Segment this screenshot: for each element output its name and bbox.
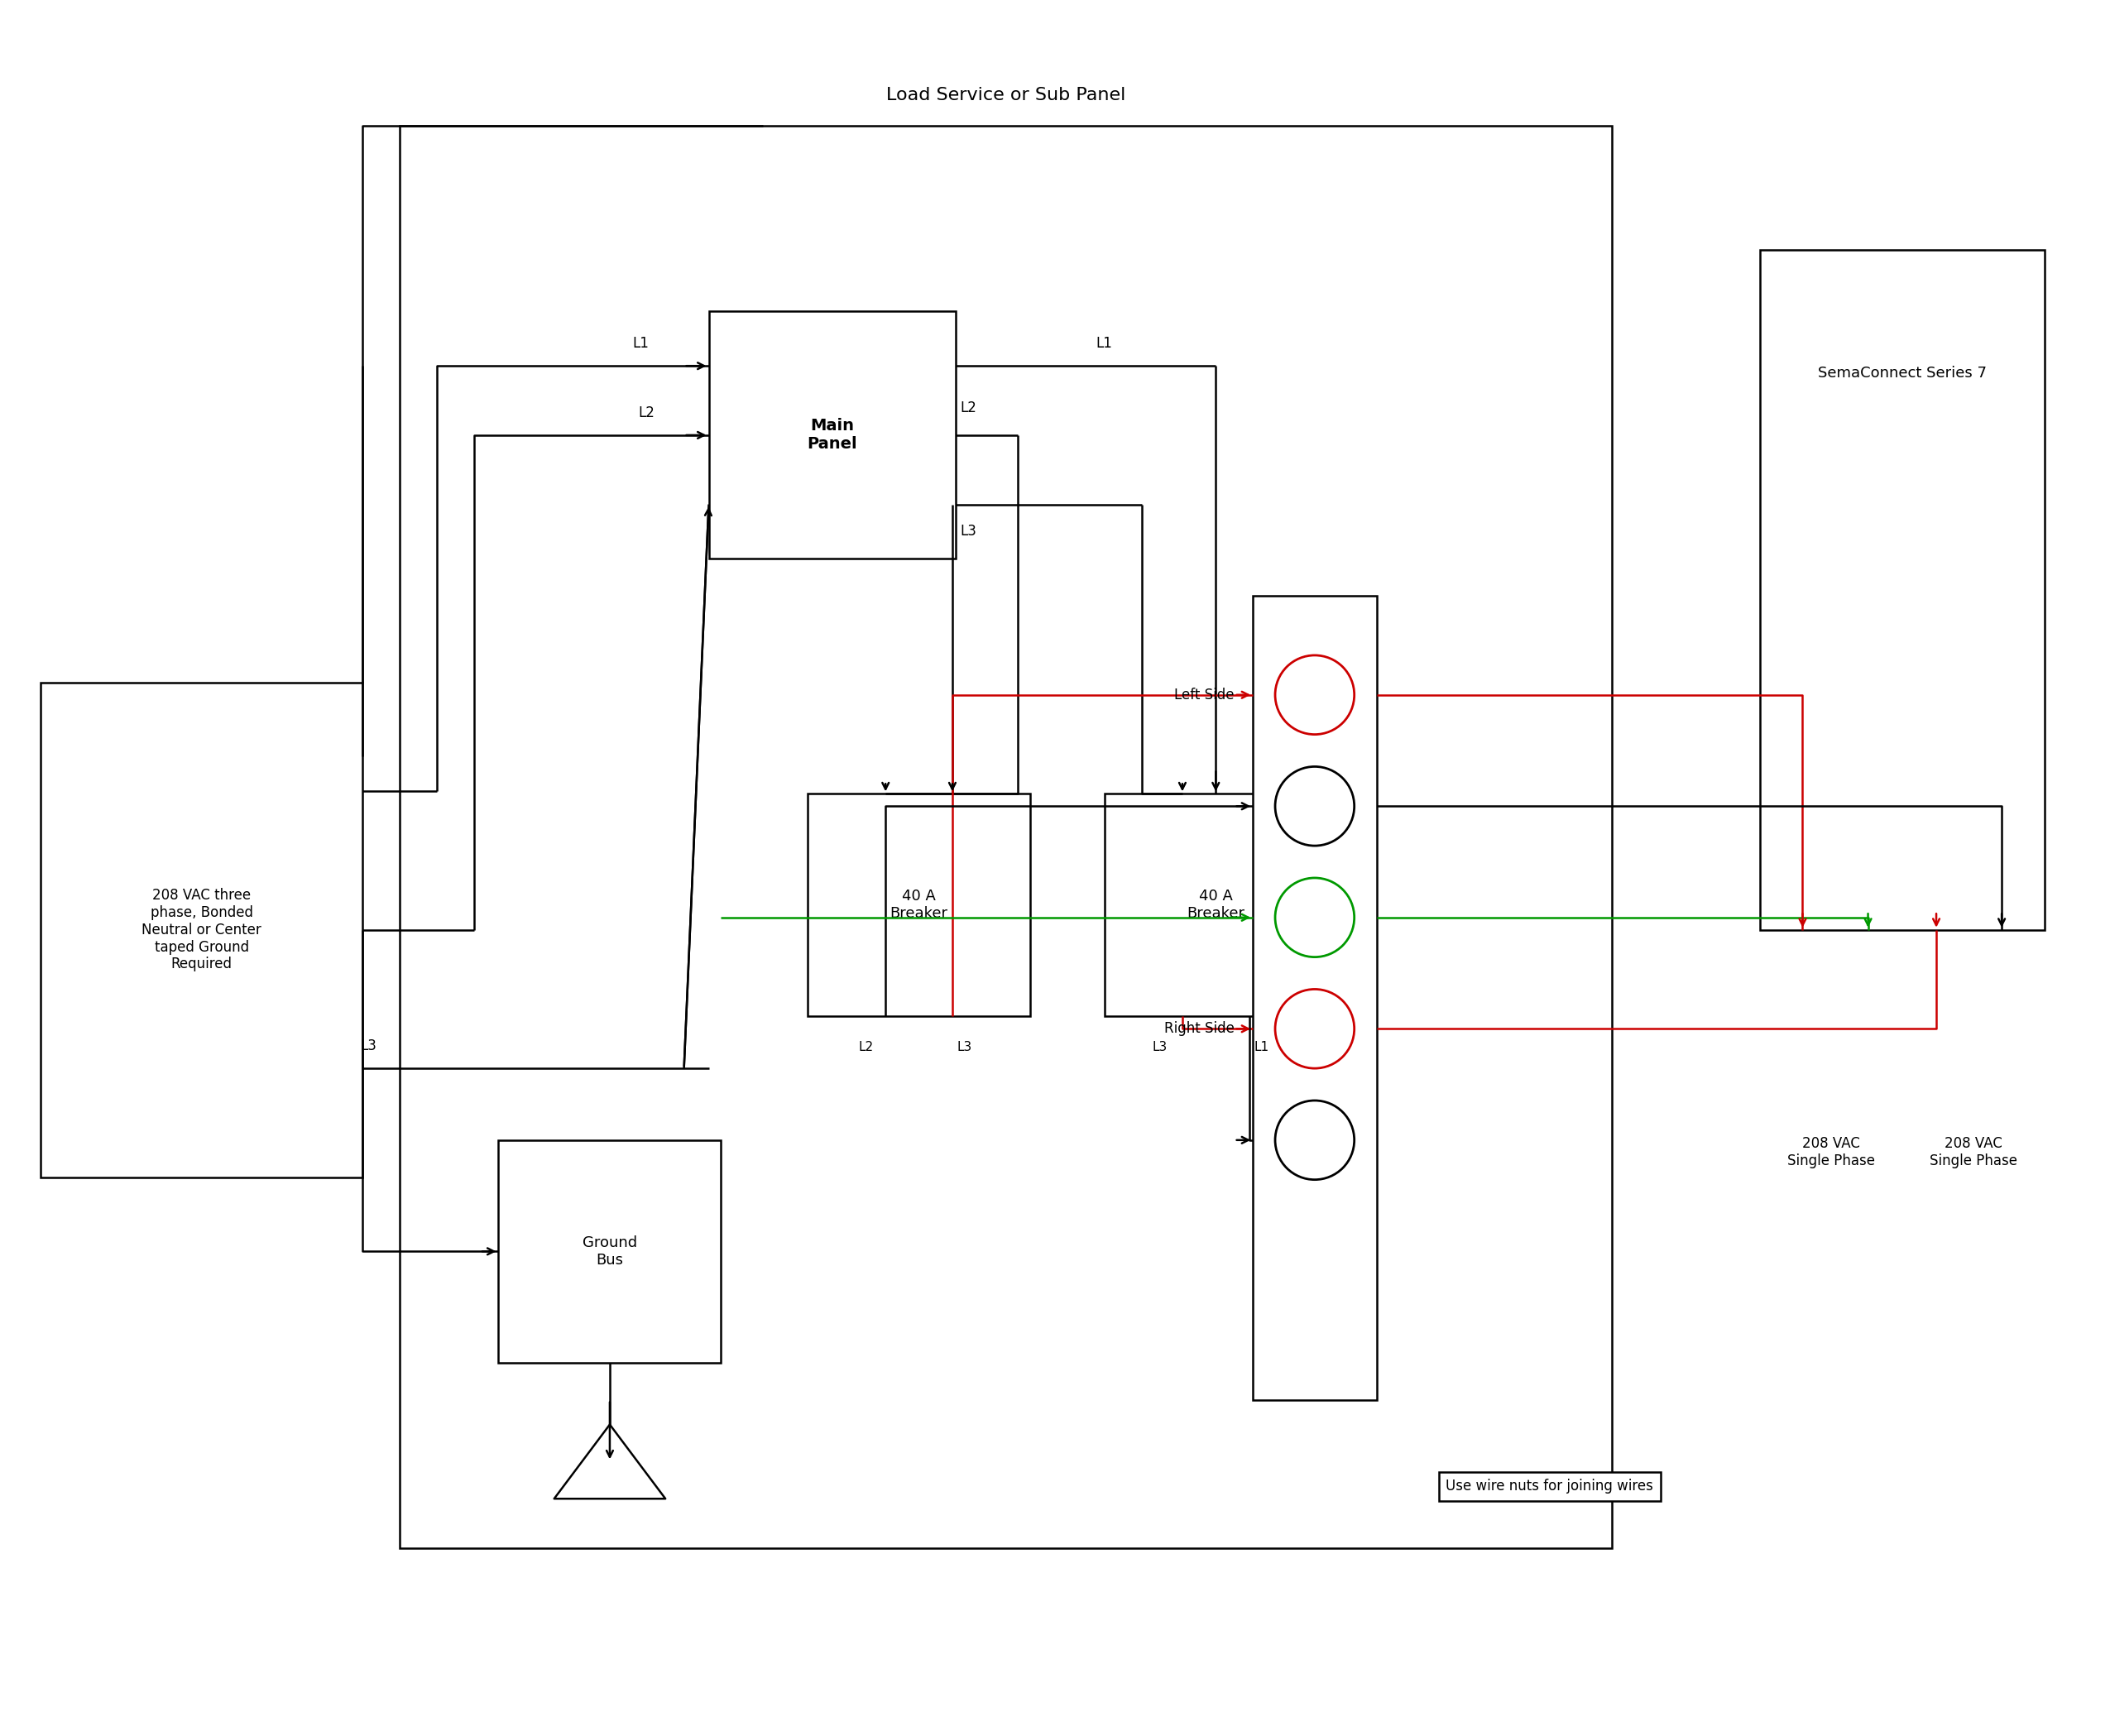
Bar <box>498 1141 722 1363</box>
Text: Use wire nuts for joining wires: Use wire nuts for joining wires <box>1445 1479 1654 1493</box>
Text: L1: L1 <box>1097 337 1112 351</box>
Text: L1: L1 <box>1253 1042 1268 1054</box>
Bar <box>1760 250 2045 930</box>
Bar <box>1253 595 1376 1399</box>
Text: L3: L3 <box>1152 1042 1167 1054</box>
Bar <box>709 311 956 559</box>
Text: Load Service or Sub Panel: Load Service or Sub Panel <box>886 87 1125 104</box>
Text: L2: L2 <box>639 406 654 420</box>
Text: 40 A
Breaker: 40 A Breaker <box>890 889 947 922</box>
Circle shape <box>1274 1101 1355 1180</box>
Circle shape <box>1274 990 1355 1068</box>
Text: L3: L3 <box>960 524 977 540</box>
Text: 208 VAC
Single Phase: 208 VAC Single Phase <box>1929 1137 2017 1168</box>
Text: 208 VAC
Single Phase: 208 VAC Single Phase <box>1787 1137 1876 1168</box>
Text: L2: L2 <box>859 1042 874 1054</box>
Bar <box>1104 793 1327 1016</box>
Text: L2: L2 <box>960 401 977 415</box>
Circle shape <box>1274 767 1355 845</box>
Text: Left Side: Left Side <box>1175 687 1234 703</box>
Text: Main
Panel: Main Panel <box>808 418 857 451</box>
Circle shape <box>1274 878 1355 957</box>
Bar <box>399 127 1612 1549</box>
Text: 40 A
Breaker: 40 A Breaker <box>1186 889 1245 922</box>
Text: L3: L3 <box>361 1038 378 1054</box>
Text: 208 VAC three
phase, Bonded
Neutral or Center
taped Ground
Required: 208 VAC three phase, Bonded Neutral or C… <box>141 889 262 972</box>
Text: L3: L3 <box>958 1042 973 1054</box>
Text: SemaConnect Series 7: SemaConnect Series 7 <box>1817 366 1986 380</box>
Text: Ground
Bus: Ground Bus <box>582 1236 637 1267</box>
Bar <box>40 682 363 1177</box>
Text: Right Side: Right Side <box>1165 1021 1234 1036</box>
Circle shape <box>1274 654 1355 734</box>
Bar <box>808 793 1030 1016</box>
Text: L1: L1 <box>633 337 650 351</box>
